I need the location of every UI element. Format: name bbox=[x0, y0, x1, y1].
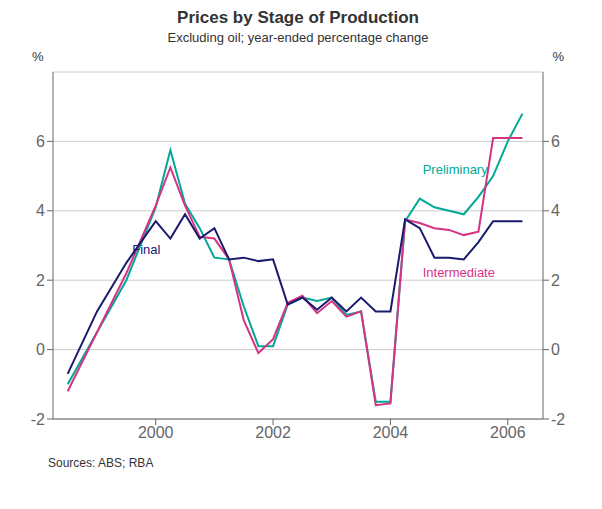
svg-text:0: 0 bbox=[36, 341, 45, 358]
svg-text:2004: 2004 bbox=[373, 424, 409, 441]
svg-text:2006: 2006 bbox=[490, 424, 526, 441]
svg-text:Final: Final bbox=[132, 242, 160, 257]
svg-text:2000: 2000 bbox=[138, 424, 174, 441]
svg-text:Intermediate: Intermediate bbox=[423, 265, 495, 280]
svg-text:2002: 2002 bbox=[255, 424, 291, 441]
svg-text:2: 2 bbox=[551, 272, 560, 289]
svg-text:2: 2 bbox=[36, 272, 45, 289]
svg-text:6: 6 bbox=[36, 133, 45, 150]
html-text:Excluding oil; year-ended perc: Excluding oil; year-ended percentage cha… bbox=[167, 30, 429, 45]
svg-text:0: 0 bbox=[551, 341, 560, 358]
html-text:Prices by Stage of Production: Prices by Stage of Production bbox=[177, 8, 419, 27]
svg-text:6: 6 bbox=[551, 133, 560, 150]
svg-text:-2: -2 bbox=[31, 411, 45, 428]
svg-text:Preliminary: Preliminary bbox=[423, 162, 489, 177]
html-text:Sources: ABS; RBA: Sources: ABS; RBA bbox=[48, 456, 154, 470]
svg-text:-2: -2 bbox=[551, 411, 565, 428]
svg-text:4: 4 bbox=[36, 202, 45, 219]
svg-text:4: 4 bbox=[551, 202, 560, 219]
